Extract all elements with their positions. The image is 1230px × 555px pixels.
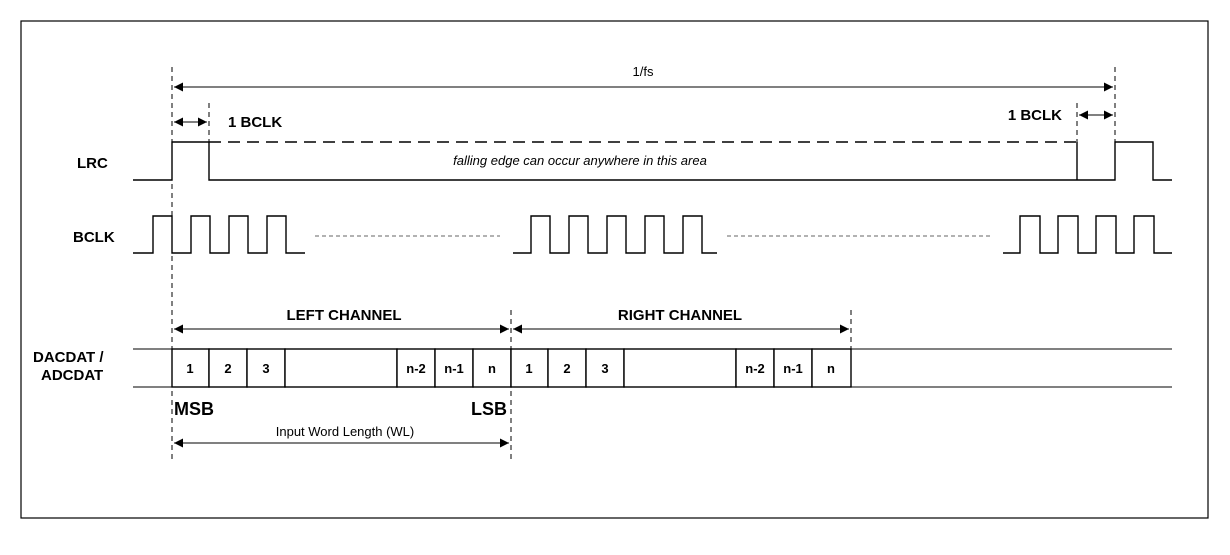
bclk-label: BCLK [73, 229, 115, 246]
lrc-label: LRC [77, 155, 108, 172]
bclk-width-label-right: 1 BCLK [1008, 107, 1062, 124]
lrc-waveform [133, 141, 1172, 181]
bit-label: n-2 [745, 361, 765, 376]
diagram-frame [20, 20, 1209, 519]
bit-gap-box [623, 348, 737, 388]
bit-box [472, 348, 512, 388]
right-channel-bits: 1 2 3 n-2 n-1 n [510, 348, 852, 388]
bit-label: 2 [224, 361, 231, 376]
bit-gap-box [284, 348, 398, 388]
bit-box [735, 348, 775, 388]
bclk-width-label-left: 1 BCLK [228, 114, 282, 131]
bclk-waveform-middle [513, 215, 717, 254]
bit-label: n [488, 361, 496, 376]
bit-label: n-1 [444, 361, 464, 376]
bit-label: n-2 [406, 361, 426, 376]
bit-box [585, 348, 625, 388]
word-length-label: Input Word Length (WL) [276, 424, 415, 439]
data-label-line1: DACDAT / [33, 349, 104, 366]
falling-edge-note: falling edge can occur anywhere in this … [453, 153, 707, 168]
left-channel-label: LEFT CHANNEL [287, 307, 402, 324]
bit-box [773, 348, 813, 388]
bit-label: 3 [601, 361, 608, 376]
bit-label: 2 [563, 361, 570, 376]
right-channel-label: RIGHT CHANNEL [618, 307, 742, 324]
bit-label: 1 [186, 361, 193, 376]
bit-label: n [827, 361, 835, 376]
bit-label: 1 [525, 361, 532, 376]
bit-box [396, 348, 436, 388]
bclk-waveform-end [1003, 215, 1172, 254]
bit-box [510, 348, 549, 388]
msb-label: MSB [174, 399, 214, 419]
bit-label: n-1 [783, 361, 803, 376]
bit-label: 3 [262, 361, 269, 376]
lsb-label: LSB [471, 399, 507, 419]
bit-box [434, 348, 474, 388]
bclk-waveform-start [133, 215, 305, 254]
bit-box [811, 348, 852, 388]
data-label-line2: ADCDAT [41, 367, 103, 384]
period-label: 1/fs [633, 64, 654, 79]
left-channel-bits: 1 2 3 n-2 n-1 n [171, 348, 512, 388]
